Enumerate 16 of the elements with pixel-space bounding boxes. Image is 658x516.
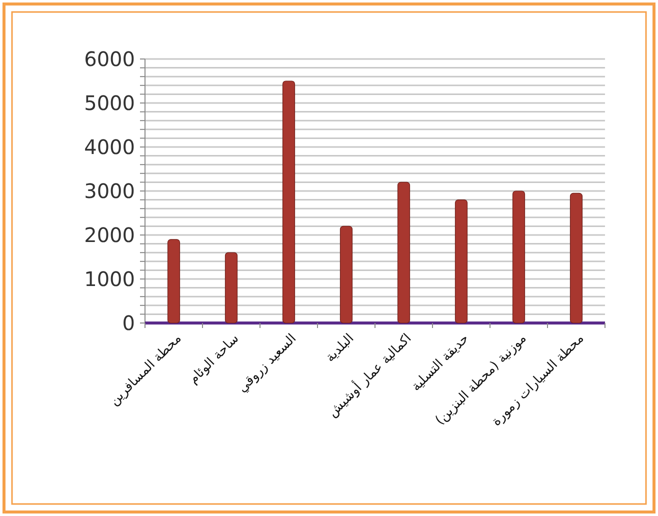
x-tick-label: البلدية [322, 331, 358, 366]
bar [512, 190, 526, 324]
y-tick-label: 2000 [84, 223, 135, 247]
y-tick-label: 5000 [84, 91, 135, 115]
y-tick-label: 6000 [84, 47, 135, 71]
x-tick-label: ساحة الوئام [186, 331, 242, 388]
bar [224, 252, 238, 324]
y-tick-label: 3000 [84, 179, 135, 203]
bar [340, 226, 353, 324]
bar [282, 80, 296, 324]
bar [570, 192, 583, 324]
y-tick-label: 1000 [84, 267, 135, 291]
y-tick-label: 4000 [84, 135, 135, 159]
bar [454, 200, 468, 324]
bar [397, 182, 410, 324]
bar [167, 239, 180, 324]
